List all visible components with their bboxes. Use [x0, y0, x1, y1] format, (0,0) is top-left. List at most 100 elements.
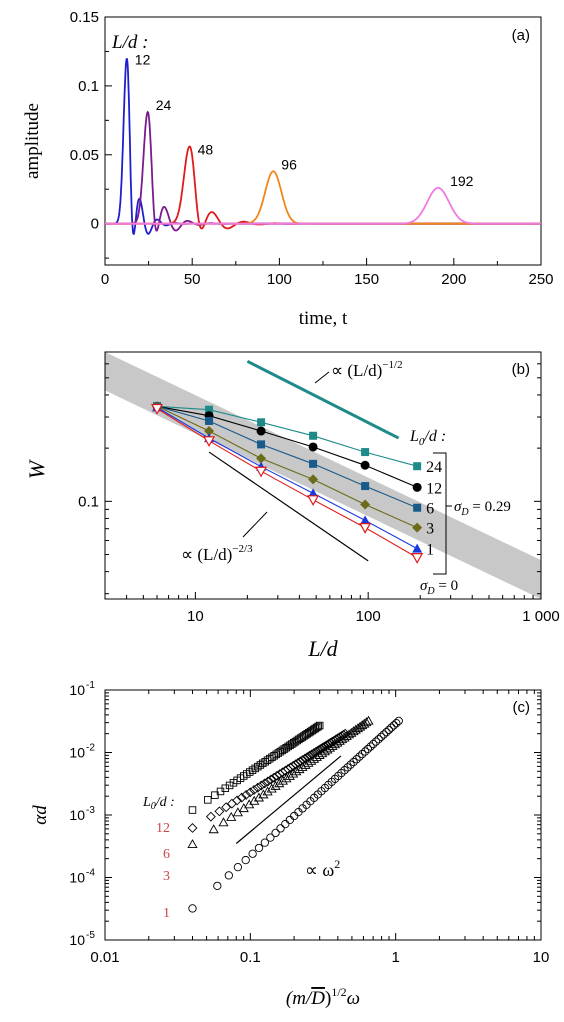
panel-c-point: [360, 747, 370, 756]
panel-a-ytick-label: 0.1: [78, 78, 99, 95]
panel-b-xtick-label: 100: [356, 608, 381, 625]
panel-c-point: [274, 749, 283, 757]
panel-a-series-label-12: 12: [135, 51, 151, 67]
panel-c-point: [204, 796, 212, 804]
panel-c-point: [277, 775, 288, 785]
panel-c-slope: ∝ ω2: [305, 857, 340, 880]
panel-b-sigma029-s: σ: [454, 499, 462, 515]
panel-a-xtick-label: 100: [267, 271, 292, 288]
panel-a-xtick-label: 150: [354, 271, 379, 288]
panel-a-series-label-24: 24: [156, 97, 172, 113]
panel-b-point: [151, 403, 164, 415]
panel-b-sigma-band: [105, 352, 541, 599]
panel-b-point: [360, 460, 370, 470]
panel-c-xtick-label: 0.01: [90, 949, 119, 966]
panel-c-point: [384, 725, 394, 735]
panel-c-legend-L: L: [142, 795, 151, 810]
panel-b-series-line: [156, 406, 418, 550]
panel-c-point: [311, 746, 322, 757]
panel-c-point: [245, 787, 256, 798]
panel-b-sigma029-tail: = 0.29: [469, 499, 511, 515]
panel-c-point: [221, 802, 232, 813]
panel-c-point: [340, 766, 349, 775]
panel-c-point: [363, 744, 373, 754]
panel-b-point: [360, 499, 371, 510]
panel-a-series-label-96: 96: [281, 156, 297, 172]
panel-c-point: [291, 766, 302, 776]
panel-c-point: [268, 753, 276, 761]
panel-b-point: [255, 466, 268, 478]
panel-c-point: [387, 723, 396, 732]
panel-c-xlabel-omega: ω: [347, 988, 360, 1009]
panel-a-series-label-48: 48: [198, 142, 214, 158]
panel-c-point: [252, 782, 263, 793]
panel-c-ytick-exp: -1: [86, 680, 95, 691]
panel-c-point: [218, 817, 229, 827]
panel-c-point: [349, 757, 358, 767]
panel-b-series-label-6: 6: [426, 501, 434, 518]
panel-c-legend-tail: /d :: [155, 795, 175, 810]
panel-b-sigma0-s: σ: [420, 578, 428, 594]
panel-b-series-line: [156, 405, 418, 509]
panel-b-point: [413, 503, 422, 512]
panel-c-ylabel: αd: [30, 805, 51, 825]
panel-a-xlabel: time, t: [299, 308, 348, 329]
panel-c-point: [382, 728, 391, 737]
panel-c-point: [284, 770, 295, 780]
panel-c-point: [371, 737, 381, 746]
panel-b-series-line: [156, 408, 418, 559]
panel-c-point: [377, 732, 386, 741]
panel-c-point: [359, 718, 370, 728]
panel-b-series-label-3: 3: [426, 521, 434, 538]
panel-c-point: [281, 773, 292, 783]
panel-b-point: [257, 418, 266, 427]
panel-c-ytick-exp: -5: [86, 930, 95, 941]
panel-a-series-labels: 12 24 48 96 192: [135, 51, 474, 189]
panel-b-sigma-029: σD = 0.29: [454, 499, 511, 518]
panel-b-point: [205, 405, 214, 414]
panel-c-point: [188, 904, 197, 913]
panel-b-bracket: [433, 452, 447, 575]
panel-c-series-label-12: 12: [156, 821, 170, 836]
panel-a-xtick-label: 0: [101, 271, 109, 288]
panel-c-point: [290, 811, 299, 821]
panel-c-slope-exp: 2: [334, 857, 340, 871]
panel-c-point: [274, 778, 285, 788]
panel-c-point: [248, 849, 257, 858]
panel-a-ylabel: amplitude: [22, 103, 43, 179]
panel-c-point: [341, 730, 352, 740]
panel-c-ytick-label: 10: [69, 870, 85, 886]
panel-b-sigma-0: σD = 0: [420, 578, 458, 597]
panel-a-curve-192: [105, 186, 541, 225]
panel-c-point: [262, 776, 273, 787]
panel-b-slope-half-text: ∝ (L/d): [331, 361, 382, 380]
panel-c-point: [394, 716, 403, 726]
panel-c-legend-title: L0/d :: [142, 795, 175, 812]
panel-c-point: [241, 855, 250, 865]
panel-c-point: [281, 819, 290, 829]
panel-c-point: [363, 715, 374, 725]
panel-c-point: [225, 781, 234, 790]
panel-c-point: [334, 771, 343, 781]
panel-b-sigma0-tail: = 0: [435, 578, 458, 594]
panel-c-series-label-6: 6: [163, 847, 170, 862]
panel-c-point: [355, 721, 366, 731]
panel-b-point: [359, 523, 372, 534]
panel-c-point: [280, 745, 289, 753]
panel-b-xtick-label: 10: [187, 608, 204, 625]
panel-a-curves: [105, 58, 541, 236]
panel-b-series-label-24: 24: [426, 459, 442, 476]
panel-b-legend-title: L0/d :: [409, 428, 446, 448]
panel-c-point: [236, 792, 247, 803]
panel-b-slope-twothird-text: ∝ (L/d): [181, 545, 232, 564]
panel-c-ytick-label: 10: [69, 682, 85, 698]
panel-c-point: [352, 723, 363, 733]
panel-b-guide-lines: [208, 359, 400, 562]
panel-c-point: [355, 752, 364, 761]
panel-c-point: [187, 839, 198, 849]
panel-b-legend-L: L: [409, 428, 419, 445]
panel-c-point: [269, 772, 279, 783]
